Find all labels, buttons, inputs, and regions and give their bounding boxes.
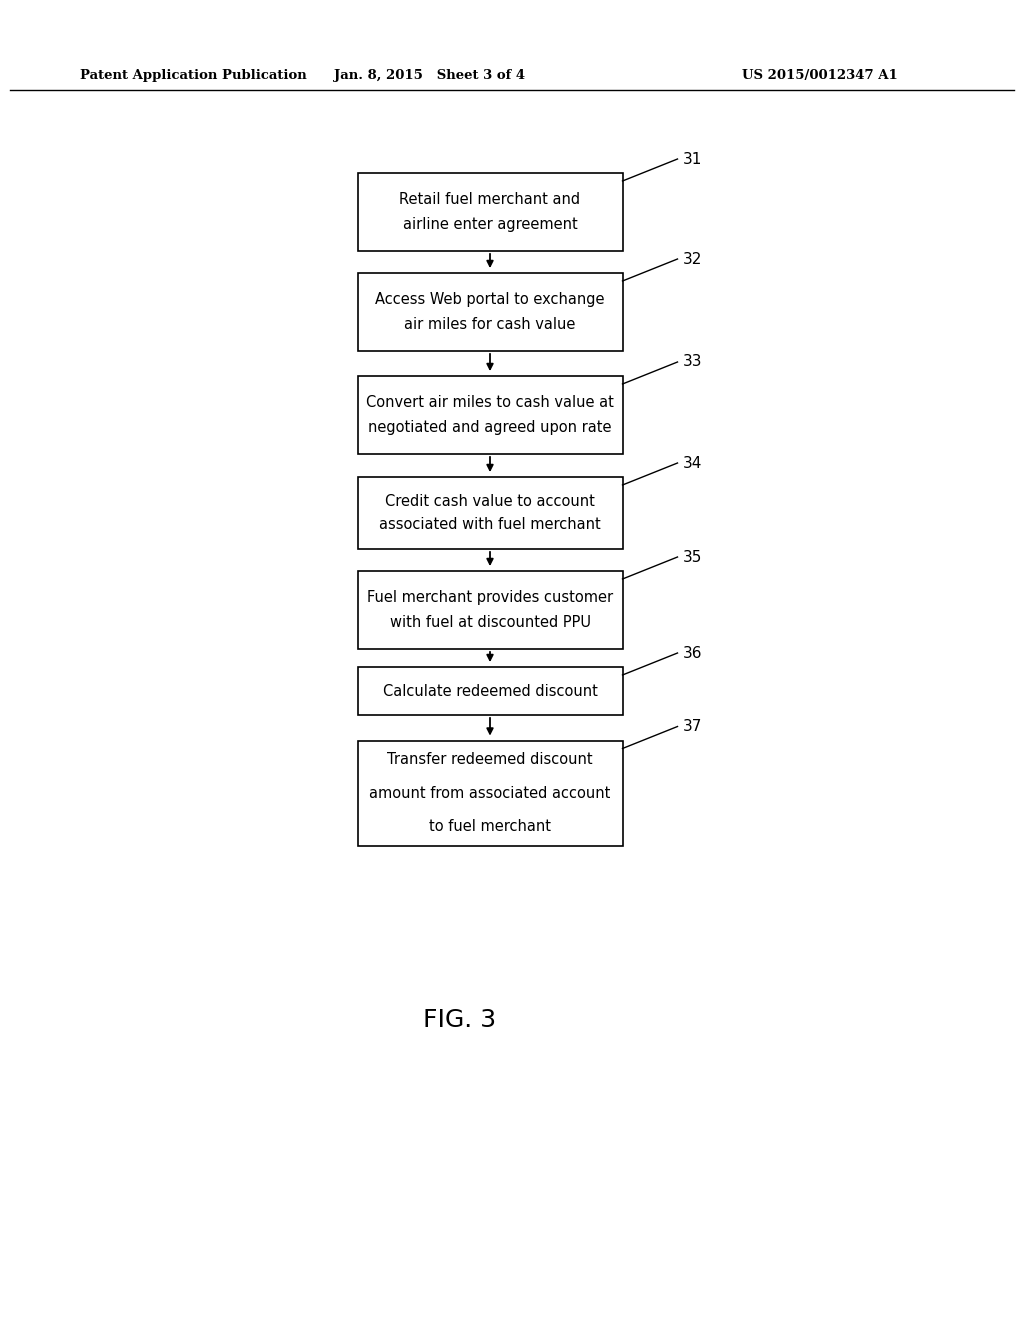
Text: Access Web portal to exchange: Access Web portal to exchange [375, 292, 605, 308]
Text: amount from associated account: amount from associated account [370, 785, 610, 800]
Text: air miles for cash value: air miles for cash value [404, 317, 575, 333]
Text: to fuel merchant: to fuel merchant [429, 820, 551, 834]
Text: Transfer redeemed discount: Transfer redeemed discount [387, 752, 593, 767]
Text: with fuel at discounted PPU: with fuel at discounted PPU [389, 615, 591, 630]
Text: FIG. 3: FIG. 3 [424, 1008, 497, 1032]
Text: 34: 34 [683, 455, 701, 470]
Text: Jan. 8, 2015   Sheet 3 of 4: Jan. 8, 2015 Sheet 3 of 4 [335, 69, 525, 82]
Text: Credit cash value to account: Credit cash value to account [385, 494, 595, 510]
Text: Retail fuel merchant and: Retail fuel merchant and [399, 191, 581, 207]
Text: Convert air miles to cash value at: Convert air miles to cash value at [366, 395, 614, 411]
Text: 37: 37 [683, 719, 701, 734]
Text: Calculate redeemed discount: Calculate redeemed discount [383, 684, 597, 698]
Text: associated with fuel merchant: associated with fuel merchant [379, 517, 601, 532]
Bar [357, 741, 623, 846]
Text: 36: 36 [683, 645, 702, 660]
Bar [357, 173, 623, 251]
Text: airline enter agreement: airline enter agreement [402, 216, 578, 232]
Text: Fuel merchant provides customer: Fuel merchant provides customer [367, 590, 613, 605]
Bar [357, 273, 623, 351]
Text: Patent Application Publication: Patent Application Publication [80, 69, 307, 82]
Text: 32: 32 [683, 252, 701, 267]
Text: 35: 35 [683, 549, 701, 565]
Text: negotiated and agreed upon rate: negotiated and agreed upon rate [369, 420, 611, 436]
Bar [357, 667, 623, 715]
Text: 33: 33 [683, 355, 702, 370]
Text: 31: 31 [683, 152, 701, 166]
Text: US 2015/0012347 A1: US 2015/0012347 A1 [742, 69, 898, 82]
Bar [357, 477, 623, 549]
Bar [357, 572, 623, 649]
Bar [357, 376, 623, 454]
